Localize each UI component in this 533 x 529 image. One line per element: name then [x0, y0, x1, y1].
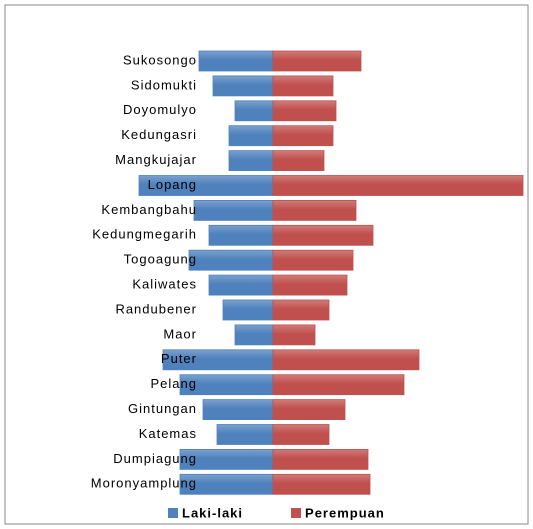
- bar: [188, 249, 274, 271]
- bar: [272, 224, 374, 246]
- bar: [272, 374, 405, 396]
- bar: [272, 175, 524, 196]
- bar: [234, 100, 274, 122]
- bar: [272, 448, 369, 470]
- category-label: Puter: [161, 351, 197, 366]
- category-label: Moronyamplung: [91, 476, 197, 491]
- category-label: Lopang: [148, 177, 197, 192]
- category-label: Randubener: [115, 301, 197, 316]
- bar: [272, 75, 334, 97]
- bar: [193, 199, 274, 221]
- category-label: Maor: [163, 326, 197, 341]
- bar: [272, 274, 348, 296]
- bar: [234, 324, 274, 346]
- legend-label: Perempuan: [305, 505, 385, 520]
- legend-swatch: [168, 508, 178, 518]
- category-label: Kedungmegarih: [92, 227, 197, 242]
- bar: [228, 150, 274, 172]
- bar: [202, 399, 274, 421]
- bar: [272, 399, 346, 421]
- bar: [208, 274, 274, 296]
- bar: [272, 249, 354, 271]
- bar: [272, 473, 371, 495]
- category-label: Katemas: [139, 426, 197, 441]
- category-label: Sukosongo: [123, 52, 197, 67]
- bar: [272, 125, 334, 147]
- category-label: Pelang: [151, 376, 197, 391]
- category-label: Gintungan: [128, 401, 197, 416]
- category-label: Togoagung: [124, 252, 197, 267]
- bar: [216, 424, 274, 445]
- bar: [272, 150, 325, 172]
- category-label: Mangkujajar: [115, 152, 197, 167]
- bar: [208, 224, 274, 246]
- bar: [272, 299, 330, 321]
- category-label: Doyomulyo: [123, 102, 197, 117]
- bar: [272, 100, 337, 122]
- category-label: Kaliwates: [132, 277, 197, 292]
- bar: [198, 50, 274, 72]
- bar: [222, 299, 274, 321]
- category-label: Kembangbahu: [101, 202, 197, 217]
- bar: [212, 75, 274, 97]
- bar: [272, 424, 330, 445]
- legend-label: Laki-laki: [182, 505, 243, 520]
- category-label: Sidomukti: [131, 77, 197, 92]
- bar: [272, 324, 316, 346]
- bar: [272, 349, 420, 371]
- bar: [228, 125, 274, 147]
- bar: [272, 50, 362, 72]
- category-label: Kedungasri: [121, 127, 197, 142]
- category-label: Dumpiagung: [113, 451, 197, 466]
- bar: [272, 199, 357, 221]
- legend-swatch: [291, 508, 302, 518]
